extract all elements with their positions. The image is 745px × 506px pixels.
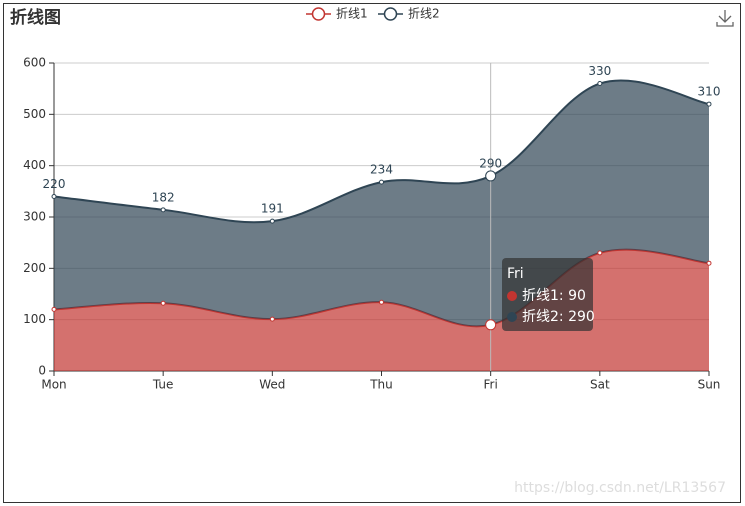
point (269, 218, 275, 224)
tooltip-dot (507, 291, 517, 301)
point (597, 81, 603, 87)
point (160, 300, 166, 306)
tooltip-title: Fri (507, 266, 524, 282)
point (51, 193, 57, 199)
watermark: https://blog.csdn.net/LR13567 (514, 480, 726, 496)
legend-label: 折线1 (336, 6, 368, 21)
tooltip: Fri 折线1: 90 折线2: 290 (502, 258, 595, 331)
data-label: 290 (479, 156, 502, 170)
x-tick-label: Fri (484, 378, 498, 392)
x-tick-label: Sat (590, 378, 610, 392)
data-label: 234 (370, 163, 393, 177)
point (269, 316, 275, 322)
legend-icon (383, 7, 398, 21)
y-tick-label: 0 (38, 364, 46, 378)
y-tick-label: 300 (23, 210, 46, 224)
data-label: 310 (698, 85, 721, 99)
point (160, 207, 166, 213)
point (706, 101, 712, 107)
point (379, 179, 384, 185)
data-label: 220 (43, 177, 66, 191)
tooltip-dot (507, 312, 517, 322)
point (706, 260, 712, 266)
y-tick-label: 200 (23, 261, 46, 275)
point (51, 306, 57, 312)
point (485, 319, 497, 331)
data-label: 182 (152, 190, 175, 204)
tooltip-box (502, 258, 593, 331)
y-tick-label: 600 (23, 56, 46, 70)
x-tick-label: Wed (259, 378, 285, 392)
chart-title: 折线图 (10, 7, 61, 28)
point (597, 250, 603, 256)
legend-icon (311, 7, 326, 21)
data-label: 191 (261, 202, 284, 216)
x-tick-label: Thu (369, 378, 393, 392)
download-icon[interactable] (716, 10, 734, 27)
y-tick-label: 400 (23, 158, 46, 172)
download-glyph[interactable] (716, 10, 734, 27)
y-tick-label: 100 (23, 312, 46, 326)
point (379, 299, 384, 305)
tooltip-item: 折线2: 290 (522, 309, 595, 325)
tooltip-item: 折线1: 90 (522, 288, 586, 304)
x-tick-label: Tue (152, 378, 174, 392)
legend-label: 折线2 (408, 6, 440, 21)
x-tick-label: Sun (698, 378, 721, 392)
area (54, 249, 709, 371)
data-label: 330 (588, 64, 611, 78)
x-tick-label: Mon (41, 378, 66, 392)
point (485, 170, 497, 182)
y-tick-label: 500 (23, 107, 46, 121)
